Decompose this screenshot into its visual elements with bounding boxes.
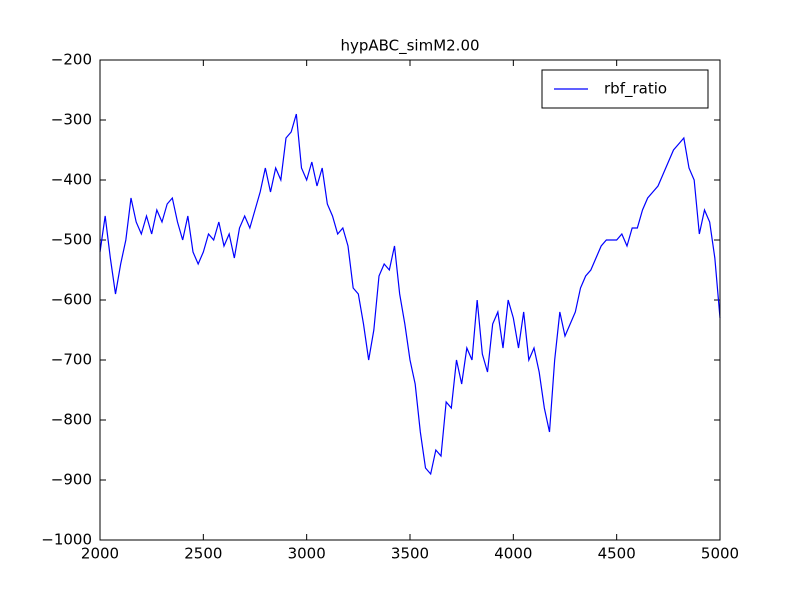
- legend-label: rbf_ratio: [604, 80, 667, 99]
- line-series: [99, 113, 721, 476]
- x-tick-label: 3000: [288, 545, 326, 563]
- y-tick-label: −800: [51, 411, 92, 429]
- x-tick-label: 3500: [391, 545, 429, 563]
- y-tick-label: −200: [51, 51, 92, 69]
- x-tick-label: 4000: [494, 545, 532, 563]
- x-tick-label: 2000: [81, 545, 119, 563]
- y-tick-label: −700: [51, 351, 92, 369]
- x-tick-label: 2500: [184, 545, 222, 563]
- y-tick-label: −600: [51, 291, 92, 309]
- y-tick-label: −900: [51, 471, 92, 489]
- plot-frame: [99, 59, 721, 541]
- y-tick-label: −1000: [41, 531, 92, 549]
- chart-title: hypABC_simM2.00: [340, 37, 479, 56]
- y-tick-label: −300: [51, 111, 92, 129]
- y-tick-label: −500: [51, 231, 92, 249]
- x-tick-label: 5000: [701, 545, 739, 563]
- x-tick-label: 4500: [598, 545, 636, 563]
- y-tick-label: −400: [51, 171, 92, 189]
